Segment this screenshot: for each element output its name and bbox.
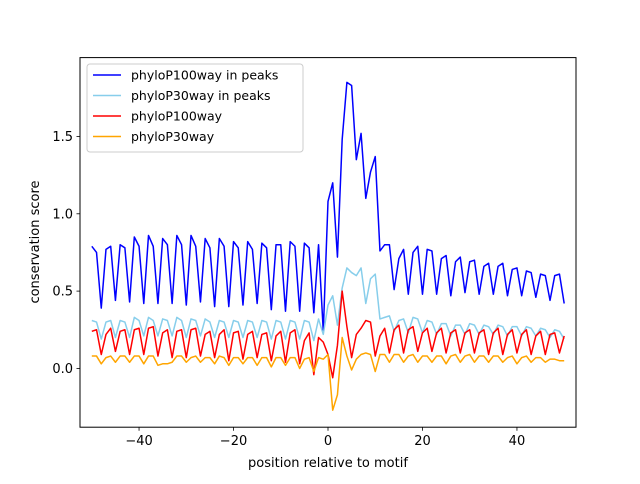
- legend-label-4: phyloP30way: [131, 129, 215, 144]
- x-tick-label: 0: [324, 434, 332, 449]
- legend-box: [86, 63, 304, 153]
- y-axis-label: conservation score: [28, 180, 43, 303]
- series-line-4: [91, 336, 565, 411]
- y-tick-label: 0.0: [52, 362, 73, 377]
- x-tick-label: 40: [509, 434, 526, 449]
- y-tick-label: 0.5: [52, 285, 73, 300]
- x-tick-label: −20: [220, 434, 247, 449]
- x-axis-label: position relative to motif: [248, 456, 408, 471]
- x-tick-label: −40: [125, 434, 152, 449]
- axis-ticks: −40 −20 0 20 40 0.0 0.5 1.0 1.5: [52, 130, 525, 449]
- legend-label-2: phyloP30way in peaks: [131, 88, 270, 103]
- y-tick-label: 1.0: [52, 207, 73, 222]
- series-line-1: [91, 81, 565, 333]
- legend-label-3: phyloP100way: [131, 109, 223, 124]
- legend-label-1: phyloP100way in peaks: [131, 68, 278, 83]
- legend: phyloP100way in peaks phyloP30way in peak…: [86, 63, 304, 153]
- y-tick-label: 1.5: [52, 130, 73, 145]
- series-lines: [91, 81, 565, 411]
- x-tick-label: 20: [414, 434, 431, 449]
- series-line-2: [91, 267, 565, 342]
